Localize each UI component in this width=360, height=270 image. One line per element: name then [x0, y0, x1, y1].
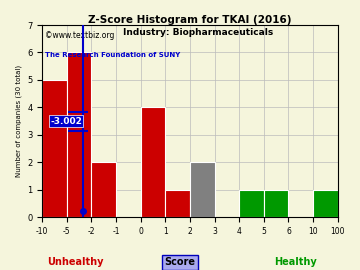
Bar: [190, 163, 215, 217]
Bar: [264, 190, 288, 217]
Text: Score: Score: [165, 257, 195, 267]
Bar: [42, 80, 67, 217]
Text: ©www.textbiz.org: ©www.textbiz.org: [45, 31, 114, 40]
Bar: [313, 190, 338, 217]
Bar: [165, 190, 190, 217]
Text: The Research Foundation of SUNY: The Research Foundation of SUNY: [45, 52, 180, 58]
Bar: [91, 163, 116, 217]
Text: -3.002: -3.002: [50, 117, 82, 126]
Text: Healthy: Healthy: [274, 257, 317, 267]
Bar: [141, 107, 165, 217]
Y-axis label: Number of companies (30 total): Number of companies (30 total): [15, 65, 22, 177]
Title: Z-Score Histogram for TKAI (2016): Z-Score Histogram for TKAI (2016): [88, 15, 292, 25]
Bar: [239, 190, 264, 217]
Text: Industry: Biopharmaceuticals: Industry: Biopharmaceuticals: [123, 28, 273, 37]
Bar: [67, 52, 91, 217]
Text: Unhealthy: Unhealthy: [47, 257, 103, 267]
